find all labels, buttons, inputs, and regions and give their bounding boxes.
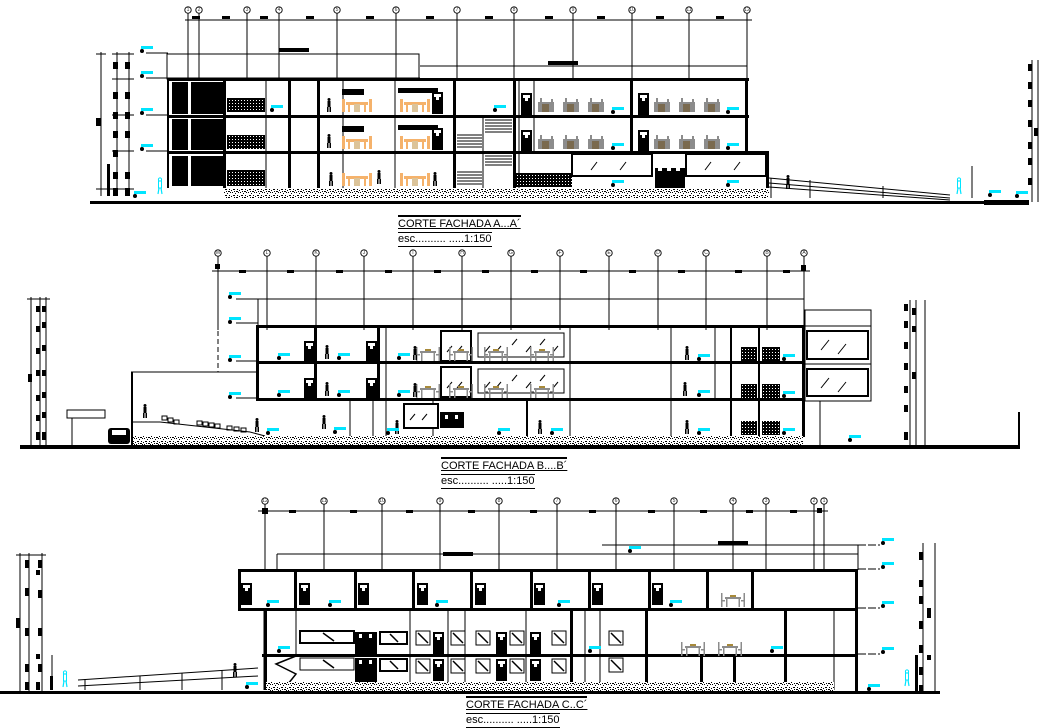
section-b-building (66, 309, 1020, 446)
grid-label: M (216, 250, 220, 256)
grid-label: J (363, 250, 366, 256)
grid-label: I (412, 250, 413, 256)
grid-label: A (802, 250, 806, 256)
grid-label: 8 (498, 498, 501, 504)
grid-label: E (607, 250, 611, 256)
grid-label: 1 (823, 498, 826, 504)
grid-label: 6 (395, 7, 398, 13)
section-c: 12 11 10 9 8 7 6 5 4 3 2 1 (0, 497, 940, 694)
grid-label: 11 (321, 498, 326, 504)
grid-label: 5 (336, 7, 339, 13)
grid-label: 5 (673, 498, 676, 504)
section-b: M L K J I H G F E D C B A (20, 249, 1020, 449)
section-c-grid-axis: 12 11 10 9 8 7 6 5 4 3 2 1 (258, 497, 828, 570)
section-c-building (77, 538, 918, 692)
grid-label: 3 (246, 7, 249, 13)
grid-label: 10 (379, 498, 385, 504)
grid-label: L (266, 250, 269, 256)
section-c-grid-labels: 12 11 10 9 8 7 6 5 4 3 2 1 (262, 498, 825, 504)
grid-label: D (656, 250, 660, 256)
section-a-scale: esc.......... .....1:150 (398, 232, 492, 247)
section-b-grid-axis: M L K J I H G F E D C B A (212, 249, 810, 330)
grid-label: 9 (439, 498, 442, 504)
section-a-building (166, 48, 1029, 205)
section-b-title: CORTE FACHADA B....B´ (441, 457, 568, 473)
level-markers-a-left (133, 46, 153, 198)
section-a-grid-labels: 1 2 3 4 5 6 7 8 9 10 11 12 (187, 7, 750, 13)
grid-label: 7 (456, 7, 459, 13)
section-a-grid-axis: 1 2 3 4 5 6 7 8 9 10 11 12 (184, 6, 752, 80)
grid-label: 2 (813, 498, 816, 504)
grid-label: 10 (629, 7, 635, 13)
grid-label: 4 (278, 7, 281, 13)
section-b-scale: esc.......... .....1:150 (441, 474, 535, 489)
section-c-scale: esc.......... .....1:150 (466, 713, 560, 728)
grid-label: 7 (556, 498, 559, 504)
section-b-grid-labels: M L K J I H G F E D C B A (216, 250, 806, 256)
grid-label: C (704, 250, 708, 256)
grid-label: 8 (513, 7, 516, 13)
grid-label: B (765, 250, 769, 256)
grid-label: K (314, 250, 318, 256)
section-b-title-block: CORTE FACHADA B....B´ esc.......... ....… (441, 456, 568, 489)
grid-label: 6 (615, 498, 618, 504)
grid-label: H (460, 250, 464, 256)
grid-label: 12 (262, 498, 268, 504)
section-a-title-block: CORTE FACHADA A...A´ esc.......... .....… (398, 214, 521, 247)
grid-label: 4 (732, 498, 735, 504)
grid-label: 2 (198, 7, 201, 13)
grid-label: 11 (686, 7, 691, 13)
section-c-title-block: CORTE FACHADA C..C´ esc.......... .....1… (466, 695, 588, 728)
section-a-title: CORTE FACHADA A...A´ (398, 215, 521, 231)
grid-label: 9 (572, 7, 575, 13)
grid-label: 3 (765, 498, 768, 504)
section-c-title: CORTE FACHADA C..C´ (466, 696, 588, 712)
section-a: 1 2 3 4 5 6 7 8 9 10 11 12 (90, 6, 1039, 205)
grid-label: 1 (187, 7, 190, 13)
grid-label: 12 (744, 7, 750, 13)
grid-label: F (558, 250, 561, 256)
grid-label: G (509, 250, 513, 256)
